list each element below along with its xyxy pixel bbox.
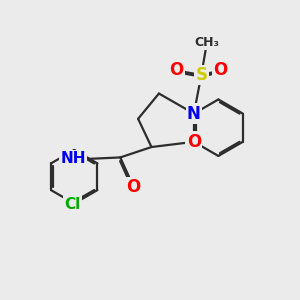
Text: CH₃: CH₃ [194,36,219,49]
Text: O: O [127,178,141,196]
Text: O: O [187,133,201,151]
Text: O: O [214,61,228,80]
Text: Cl: Cl [64,197,81,212]
Text: S: S [195,66,207,84]
Text: N: N [187,105,201,123]
Text: NH: NH [61,152,86,166]
Text: O: O [169,61,183,80]
